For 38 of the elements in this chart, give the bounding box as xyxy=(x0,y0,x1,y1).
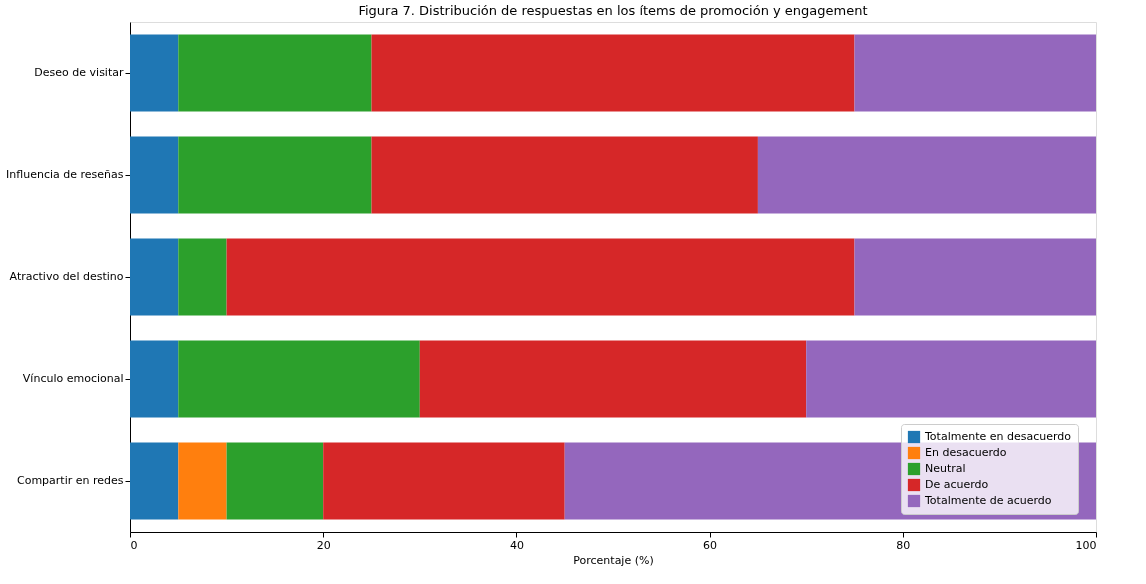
bar xyxy=(130,136,179,214)
legend-label: De acuerdo xyxy=(925,478,989,491)
legend-label: Totalmente en desacuerdo xyxy=(924,430,1072,443)
legend-label: Neutral xyxy=(925,462,966,475)
bar xyxy=(854,34,1096,112)
bar xyxy=(323,442,565,520)
bar xyxy=(806,340,1096,418)
bar xyxy=(130,34,179,112)
bar xyxy=(757,136,1096,214)
x-axis-title: Porcentaje (%) xyxy=(573,553,654,567)
bar xyxy=(226,238,855,316)
bar xyxy=(130,238,179,316)
bar xyxy=(178,34,372,112)
bar xyxy=(130,442,179,520)
bar xyxy=(371,34,855,112)
legend-label: Totalmente de acuerdo xyxy=(924,494,1052,507)
y-tick-label: Influencia de reseñas xyxy=(6,168,124,181)
bar xyxy=(371,136,758,214)
bar xyxy=(419,340,807,418)
bar xyxy=(178,442,227,520)
x-tick-label: 40 xyxy=(509,538,524,552)
bar xyxy=(178,340,420,418)
chart-title: Figura 7. Distribución de respuestas en los ítems de promoción y engagement xyxy=(358,3,868,18)
x-tick-label: 60 xyxy=(703,538,718,552)
x-tick-label: 0 xyxy=(130,538,138,552)
bar xyxy=(854,238,1096,316)
bar xyxy=(130,340,179,418)
x-tick-label: 20 xyxy=(316,538,331,552)
bar xyxy=(178,136,372,214)
bar xyxy=(178,238,227,316)
y-tick-label: Vínculo emocional xyxy=(22,372,124,385)
y-tick-label: Deseo de visitar xyxy=(34,66,124,79)
bar xyxy=(226,442,324,520)
y-tick-label: Atractivo del destino xyxy=(9,270,124,283)
x-tick-label: 80 xyxy=(896,538,911,552)
y-tick-label: Compartir en redes xyxy=(16,474,124,487)
x-tick-label: 100 xyxy=(1075,538,1097,552)
legend-label: En desacuerdo xyxy=(925,446,1007,459)
